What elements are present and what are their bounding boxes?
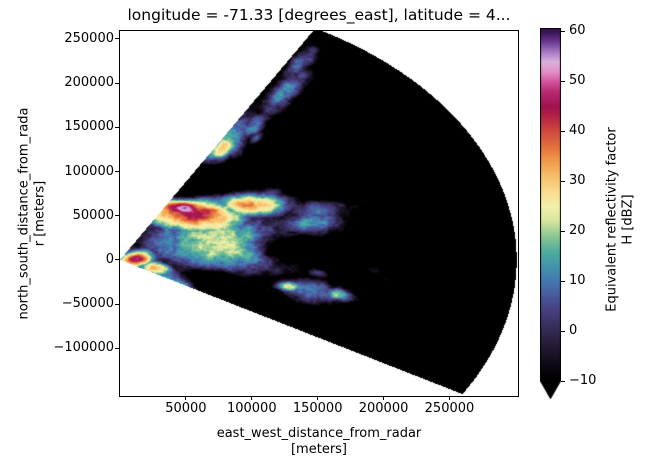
x-tick-mark	[251, 396, 253, 400]
colorbar-tick-mark	[561, 280, 565, 282]
x-axis-label-line2: [meters]	[290, 441, 348, 457]
x-axis-label-line1: east_west_distance_from_radar	[216, 426, 422, 441]
radar-ppi-canvas	[120, 31, 518, 396]
colorbar-tick-label: 10	[569, 273, 586, 289]
y-tick-label: −50000	[61, 296, 114, 312]
x-tick-mark	[317, 396, 319, 400]
colorbar-tick-mark	[561, 380, 565, 382]
colorbar-tick-label: −10	[569, 373, 597, 388]
y-tick-label: 50000	[72, 207, 114, 223]
colorbar-label-line2: H [dBZ]	[620, 194, 635, 245]
colorbar-tick-mark	[561, 30, 565, 32]
colorbar-tick-label: 50	[569, 73, 586, 89]
x-axis-label: east_west_distance_from_radar [meters]	[120, 426, 518, 457]
plot-area	[119, 30, 519, 397]
colorbar-tick-label: 40	[569, 123, 586, 139]
y-tick-mark	[115, 303, 119, 305]
colorbar-tick-label: 0	[569, 323, 578, 339]
y-tick-mark	[115, 347, 119, 349]
y-tick-mark	[115, 215, 119, 217]
y-tick-mark	[115, 259, 119, 261]
colorbar-tick-mark	[561, 230, 565, 232]
y-tick-label: 100000	[64, 163, 114, 179]
y-tick-label: 250000	[64, 30, 114, 46]
y-tick-label: 200000	[64, 75, 114, 91]
y-tick-mark	[115, 126, 119, 128]
colorbar-label-line1: Equivalent reflectivity factor	[604, 127, 620, 312]
y-tick-mark	[115, 82, 119, 84]
y-tick-label: −100000	[53, 340, 114, 356]
x-tick-mark	[383, 396, 385, 400]
x-tick-label: 200000	[358, 401, 409, 416]
x-tick-mark	[185, 396, 187, 400]
y-tick-mark	[115, 38, 119, 40]
colorbar-tick-mark	[561, 180, 565, 182]
y-tick-label: 0	[105, 251, 114, 267]
x-tick-label: 250000	[424, 401, 475, 416]
colorbar-tick-label: 30	[569, 173, 586, 189]
x-tick-mark	[448, 396, 450, 400]
colorbar	[540, 28, 561, 400]
y-axis-label: north_south_distance_from_rada r [meters…	[17, 54, 48, 374]
colorbar-tick-label: 20	[569, 223, 586, 239]
y-tick-label: 150000	[64, 119, 114, 135]
y-tick-mark	[115, 171, 119, 173]
colorbar-tick-label: 60	[569, 23, 586, 39]
x-tick-label: 50000	[165, 401, 207, 416]
x-tick-label: 150000	[292, 401, 343, 416]
y-axis-label-line2: r [meters]	[32, 180, 47, 247]
plot-title: longitude = -71.33 [degrees_east], latit…	[127, 6, 511, 24]
colorbar-tick-mark	[561, 130, 565, 132]
x-tick-label: 100000	[226, 401, 277, 416]
colorbar-label: Equivalent reflectivity factor H [dBZ]	[605, 50, 636, 390]
colorbar-tick-mark	[561, 330, 565, 332]
colorbar-tick-mark	[561, 80, 565, 82]
y-axis-label-line1: north_south_distance_from_rada	[16, 107, 32, 320]
